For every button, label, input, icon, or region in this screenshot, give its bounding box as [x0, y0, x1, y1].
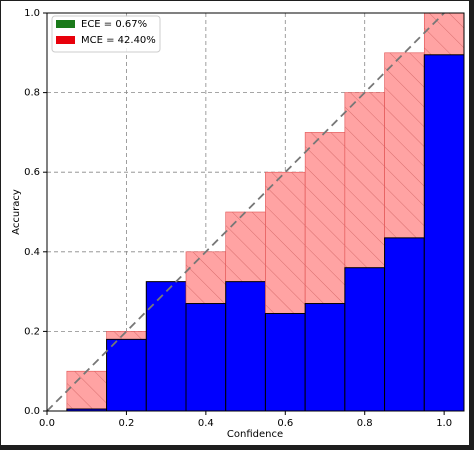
y-axis-label: Accuracy	[11, 189, 22, 235]
y-tick-label: 0.2	[24, 326, 40, 337]
x-tick-label: 0.6	[277, 418, 293, 429]
x-axis-label: Confidence	[227, 429, 283, 440]
y-tick-label: 1.0	[24, 8, 40, 19]
gap-hatch	[344, 92, 385, 268]
accuracy-bar	[304, 303, 346, 412]
x-tick-label: 0.8	[357, 418, 373, 429]
legend-box	[51, 15, 161, 53]
x-tick-label: 0.2	[118, 418, 134, 429]
legend-swatch	[56, 36, 75, 44]
gap-hatch	[305, 132, 345, 304]
y-tick-label: 0.8	[24, 88, 40, 99]
x-tick-label: 0.4	[198, 418, 214, 429]
accuracy-bar	[264, 312, 306, 412]
gap-hatch	[265, 172, 306, 314]
gap-hatch	[66, 371, 107, 410]
plot-frame	[46, 12, 465, 412]
y-tick-label: 0.6	[24, 167, 40, 178]
accuracy-bar	[423, 54, 465, 412]
legend-label: ECE = 0.67%	[81, 19, 147, 30]
y-tick-label: 0.0	[24, 406, 40, 417]
accuracy-bar	[106, 338, 147, 412]
accuracy-bar	[384, 237, 425, 412]
legend-swatch	[56, 20, 75, 28]
x-tick-label: 0.0	[39, 418, 55, 429]
y-tick-label: 0.4	[24, 247, 40, 258]
gap-hatch	[186, 251, 226, 304]
accuracy-bar	[185, 303, 227, 412]
legend-label: MCE = 42.40%	[81, 35, 156, 46]
gap-hatch	[384, 52, 425, 238]
gap-hatch	[424, 13, 464, 55]
gap-hatch	[225, 212, 266, 282]
accuracy-bar	[145, 281, 187, 412]
gap-hatch	[106, 331, 147, 340]
accuracy-bar	[225, 281, 266, 412]
legend: ECE = 0.67% MCE = 42.40%	[51, 15, 161, 53]
diagonal	[46, 12, 445, 412]
accuracy-bar	[344, 267, 386, 412]
x-tick-label: 1.0	[436, 418, 452, 429]
